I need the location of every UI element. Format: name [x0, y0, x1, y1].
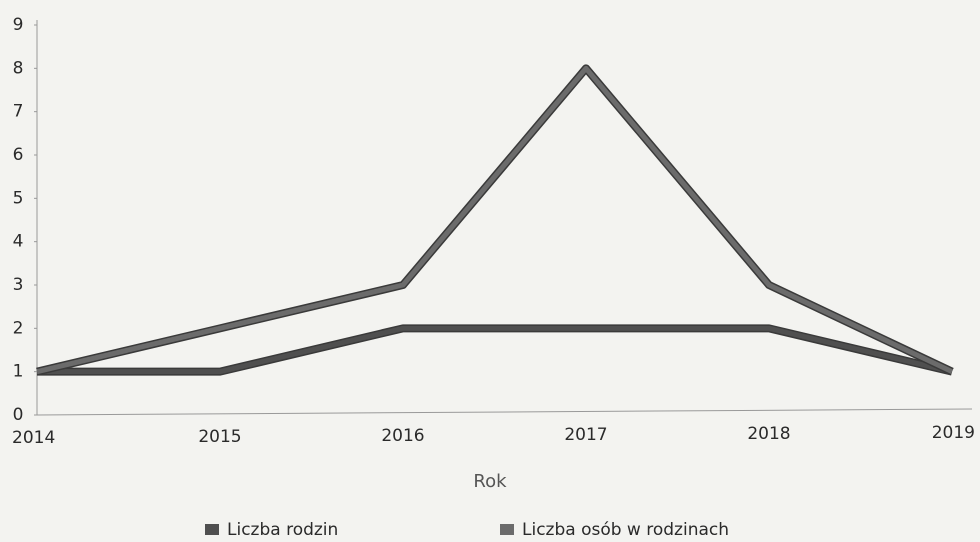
legend-swatch: [500, 524, 514, 535]
y-tick-label: 3: [13, 275, 24, 295]
legend-label: Liczba rodzin: [227, 520, 338, 540]
y-tick-label: 8: [13, 58, 24, 78]
legend-label: Liczba osób w rodzinach: [522, 520, 729, 540]
legend-swatch: [205, 524, 219, 535]
y-tick-label: 2: [13, 318, 24, 338]
y-tick-label: 1: [13, 362, 24, 382]
x-axis: [36, 408, 973, 416]
x-tick-label: 2017: [564, 425, 607, 445]
x-tick-label: 2015: [198, 427, 241, 447]
x-tick-label: 2019: [932, 423, 975, 443]
y-tick-label: 0: [13, 405, 24, 425]
y-tick-label: 9: [13, 15, 24, 35]
y-tick-label: 4: [13, 232, 24, 252]
x-tick-label: 2018: [747, 424, 790, 444]
x-axis-label: Rok: [473, 471, 507, 492]
series-line: [36, 65, 954, 375]
series-line: [37, 325, 953, 375]
x-tick-label: 2014: [12, 428, 55, 448]
y-tick-label: 6: [13, 145, 24, 165]
y-tick-label: 7: [13, 102, 24, 122]
x-tick-label: 2016: [381, 426, 424, 446]
y-tick-label: 5: [13, 188, 24, 208]
